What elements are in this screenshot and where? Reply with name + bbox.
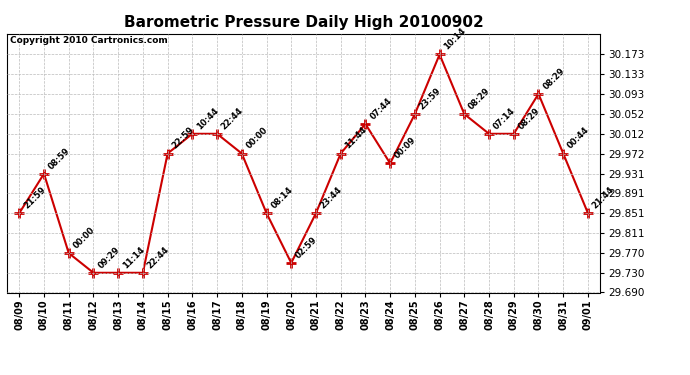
- Text: 08:29: 08:29: [541, 66, 566, 91]
- Text: 23:44: 23:44: [319, 185, 344, 210]
- Text: 09:29: 09:29: [96, 245, 121, 270]
- Text: 00:09: 00:09: [393, 136, 418, 160]
- Text: 00:44: 00:44: [566, 126, 591, 151]
- Text: 08:29: 08:29: [467, 86, 492, 111]
- Text: 07:14: 07:14: [492, 106, 517, 131]
- Text: 11:44: 11:44: [344, 125, 369, 151]
- Text: 10:14: 10:14: [442, 26, 468, 52]
- Text: 22:44: 22:44: [146, 244, 171, 270]
- Text: Copyright 2010 Cartronics.com: Copyright 2010 Cartronics.com: [10, 36, 168, 45]
- Text: 22:59: 22:59: [170, 126, 196, 151]
- Text: 08:29: 08:29: [517, 106, 542, 131]
- Text: 21:59: 21:59: [22, 185, 48, 210]
- Text: 08:14: 08:14: [269, 185, 295, 210]
- Text: 21:44: 21:44: [591, 185, 616, 210]
- Text: 07:44: 07:44: [368, 96, 393, 121]
- Text: Barometric Pressure Daily High 20100902: Barometric Pressure Daily High 20100902: [124, 15, 484, 30]
- Text: 08:59: 08:59: [47, 146, 72, 171]
- Text: 22:44: 22:44: [220, 106, 245, 131]
- Text: 00:00: 00:00: [72, 225, 97, 250]
- Text: 23:59: 23:59: [417, 86, 443, 111]
- Text: 00:00: 00:00: [244, 126, 270, 151]
- Text: 02:59: 02:59: [294, 235, 319, 260]
- Text: 11:14: 11:14: [121, 244, 146, 270]
- Text: 10:44: 10:44: [195, 106, 220, 131]
